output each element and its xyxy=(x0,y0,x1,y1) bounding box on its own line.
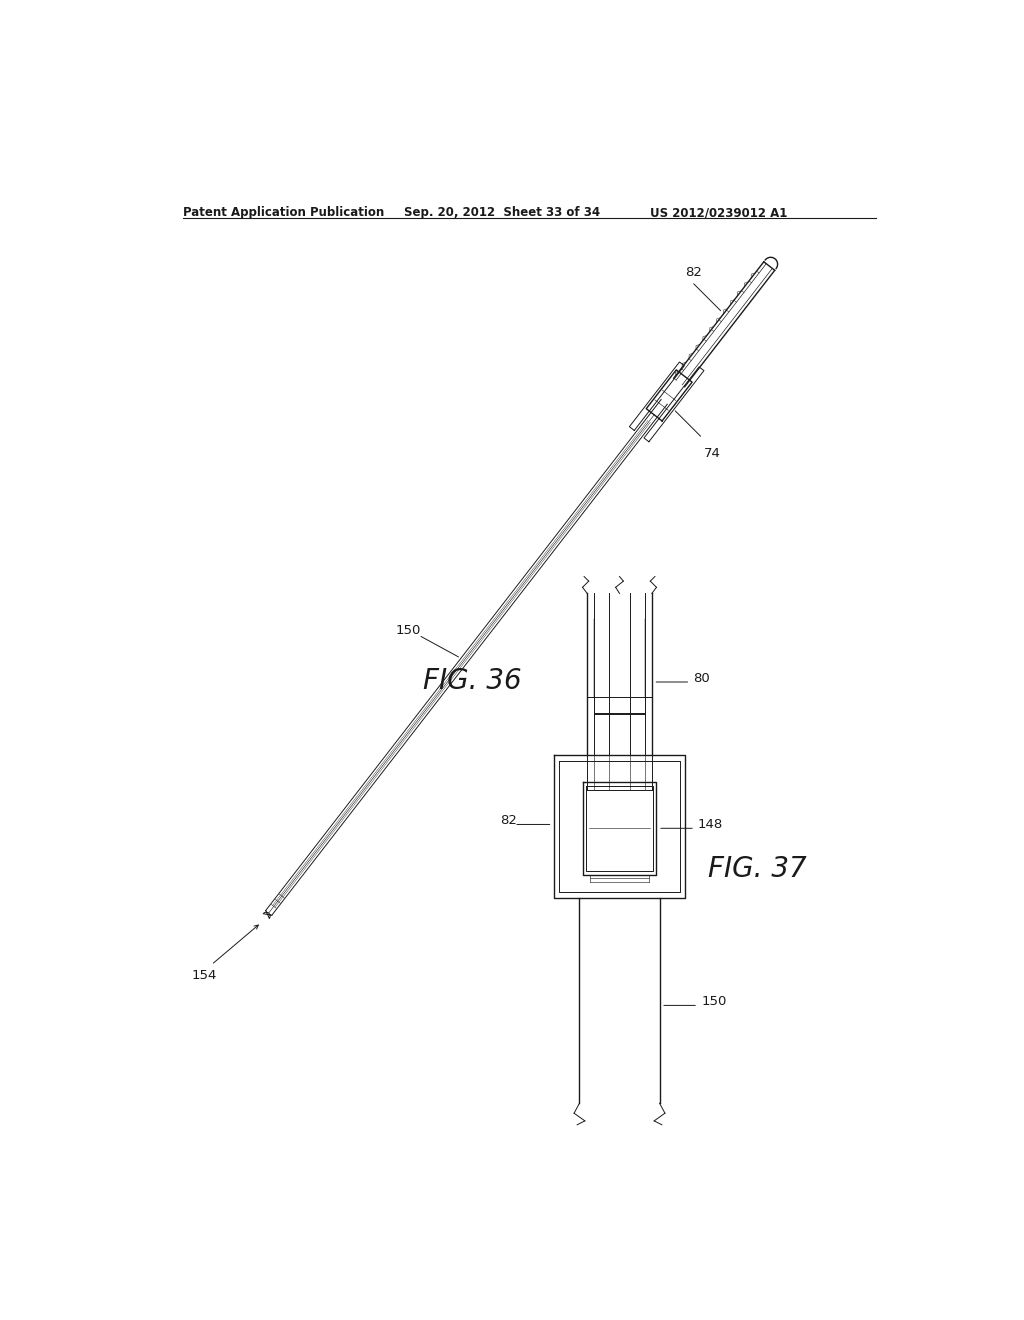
Text: FIG. 37: FIG. 37 xyxy=(708,855,807,883)
Text: 74: 74 xyxy=(705,447,721,461)
Text: US 2012/0239012 A1: US 2012/0239012 A1 xyxy=(650,206,787,219)
Text: 80: 80 xyxy=(693,672,711,685)
Text: Patent Application Publication: Patent Application Publication xyxy=(183,206,384,219)
Text: FIG. 36: FIG. 36 xyxy=(423,667,522,694)
Text: 82: 82 xyxy=(500,814,517,828)
Text: Sep. 20, 2012  Sheet 33 of 34: Sep. 20, 2012 Sheet 33 of 34 xyxy=(403,206,600,219)
Text: 154: 154 xyxy=(191,969,217,982)
Text: 82: 82 xyxy=(686,267,702,280)
Text: 148: 148 xyxy=(698,818,723,832)
Text: 150: 150 xyxy=(395,623,421,636)
Text: 150: 150 xyxy=(701,995,726,1008)
